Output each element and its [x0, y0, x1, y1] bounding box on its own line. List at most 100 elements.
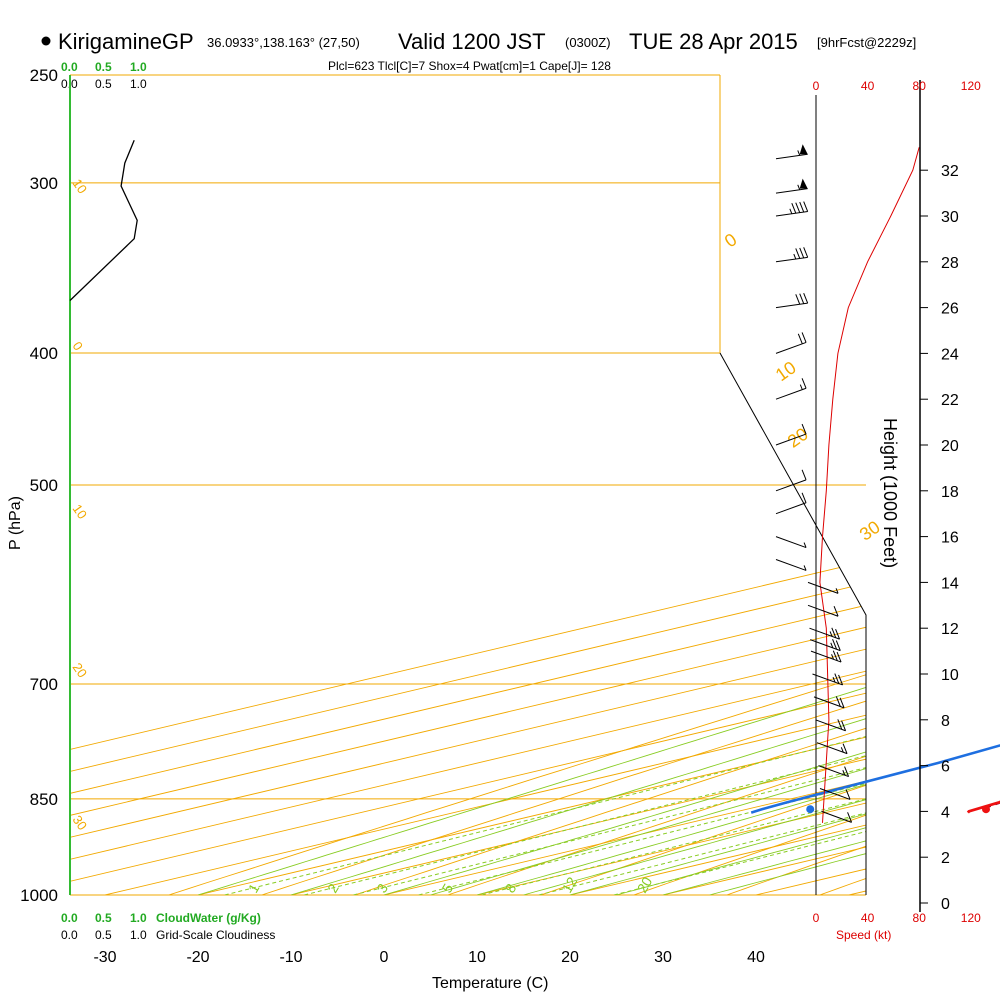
wind-barb-half-flag: [842, 769, 846, 776]
wind-barb-flag: [791, 203, 797, 214]
cloudiness-tick-top: 0.5: [95, 77, 112, 91]
speed-axis-title: Speed (kt): [836, 928, 891, 942]
isotherm-line: [104, 75, 866, 895]
y-axis-title: P (hPa): [7, 496, 24, 550]
wind-panel-border: [719, 352, 867, 895]
thermo-background: [70, 75, 866, 895]
isotherm-line: [70, 75, 866, 895]
cloud-tick-top: 1.0: [130, 60, 147, 74]
height-tick-label: 16: [941, 530, 959, 547]
cloud-tick-top: 0.5: [95, 60, 112, 74]
isotherm-line: [70, 75, 866, 895]
temperature-tick-label: 40: [747, 949, 765, 966]
mixing-ratio-line: [613, 352, 866, 895]
mixing-ratio-line: [538, 352, 866, 895]
wind-barb-shaft: [807, 581, 839, 594]
surface-dewpoint-marker: [806, 805, 815, 814]
wind-barb-half-flag: [831, 654, 835, 660]
speed-tick-bottom: 80: [913, 911, 927, 925]
wind-barb-flag: [844, 766, 850, 777]
wind-barb-flag: [835, 696, 841, 707]
indices-line: Plcl=623 Tlcl[C]=7 Shox=4 Pwat[cm]=1 Cap…: [328, 59, 611, 73]
mixing-ratio-label: 20: [634, 874, 656, 896]
height-tick-label: 22: [941, 392, 959, 409]
height-tick-label: 32: [941, 163, 959, 180]
wind-barb-flag: [801, 469, 807, 481]
wind-barb-shaft: [775, 433, 807, 446]
isotherm-line: [70, 75, 866, 895]
dry-adiabat-line: [173, 75, 866, 895]
moist-adiabat-line: [569, 75, 866, 895]
pressure-tick-label: 250: [30, 66, 58, 85]
cloud-tick-bottom: 1.0: [130, 911, 147, 925]
wind-barb-shaft: [775, 188, 808, 194]
x-axis-title: Temperature (C): [432, 975, 548, 992]
wind-barb-flag: [801, 423, 807, 435]
mixing-ratio-label: 12: [559, 874, 581, 896]
dry-adiabat-label: 10: [70, 501, 91, 521]
height-tick-label: 4: [941, 804, 950, 821]
wind-barb-flag: [833, 606, 839, 617]
isotherm-line: [70, 75, 866, 895]
cloudiness-tick-bottom: 0.0: [61, 928, 78, 942]
wind-barb-half-flag: [830, 642, 834, 649]
cloudiness-tick-bottom: 0.5: [95, 928, 112, 942]
wind-barb-flag: [803, 247, 809, 258]
temperature-tick-label: 10: [468, 949, 486, 966]
dry-adiabat-label: 10: [70, 176, 91, 196]
wind-barb-half-flag: [829, 631, 833, 637]
valid-utc: (0300Z): [565, 35, 611, 50]
wind-barb-shaft: [813, 696, 845, 709]
parcel-curve: [982, 802, 1000, 810]
wind-barb-shaft: [812, 673, 843, 686]
height-tick-label: 20: [941, 438, 959, 455]
sounding-profiles: [750, 744, 1000, 814]
height-tick-label: 26: [941, 301, 959, 318]
pressure-tick-label: 300: [30, 174, 58, 193]
height-tick-label: 8: [941, 713, 950, 730]
pressure-tick-label: 400: [30, 344, 58, 363]
moist-adiabat-line: [430, 75, 866, 895]
speed-tick-top: 0: [813, 79, 820, 93]
wind-barb-flag: [842, 743, 848, 754]
wind-barb-shaft: [775, 536, 807, 549]
wind-barb-flag: [831, 627, 837, 638]
wind-barb-flag: [832, 650, 838, 661]
wind-barb-flag: [795, 202, 801, 213]
mixing-ratio-line: [418, 352, 866, 895]
temperature-curve: [966, 800, 1000, 814]
height-tick-label: 2: [941, 850, 950, 867]
dry-adiabat-line: [833, 75, 866, 895]
mixing-ratio-label: 1: [245, 881, 263, 896]
wind-barb-pennant: [799, 144, 808, 155]
wind-barb-flag: [797, 333, 803, 345]
pressure-tick-label: 700: [30, 675, 58, 694]
valid-time: Valid 1200 JST: [398, 29, 546, 54]
dry-adiabat-line: [739, 75, 866, 895]
cloud-tick-bottom: 0.5: [95, 911, 112, 925]
wind-barb-half-flag: [793, 253, 797, 260]
wind-barb-shaft: [818, 765, 849, 778]
cloud-ticks-bottom: 0.0 0.5 1.0 CloudWater (g/Kg) 0.0 0.5 1.…: [61, 911, 275, 942]
wind-barb-shaft: [810, 650, 842, 663]
wind-barb-flag: [801, 492, 807, 503]
isotherm-line: [848, 75, 866, 895]
dry-adiabat-line: [361, 75, 866, 895]
wind-barb-half-flag: [789, 208, 793, 214]
wind-barb-flag: [799, 293, 805, 304]
dry-adiabat-label: 30: [70, 813, 91, 833]
wind-barb-flag: [832, 639, 838, 650]
wind-barb-flag: [801, 378, 807, 389]
moist-adiabat-line: [290, 75, 866, 895]
wind-barb-shaft: [775, 502, 807, 515]
pressure-tick-label: 850: [30, 790, 58, 809]
wind-barb-flag: [845, 789, 851, 800]
plot-frame: [69, 75, 867, 895]
wind-barb-shaft: [821, 810, 852, 823]
wind-barb-shaft: [815, 719, 846, 732]
mixing-ratio-label: 2: [324, 881, 342, 896]
wind-barb-shaft: [807, 604, 839, 617]
surface-temperature-marker: [982, 805, 991, 814]
height-tick-label: 12: [941, 621, 959, 638]
